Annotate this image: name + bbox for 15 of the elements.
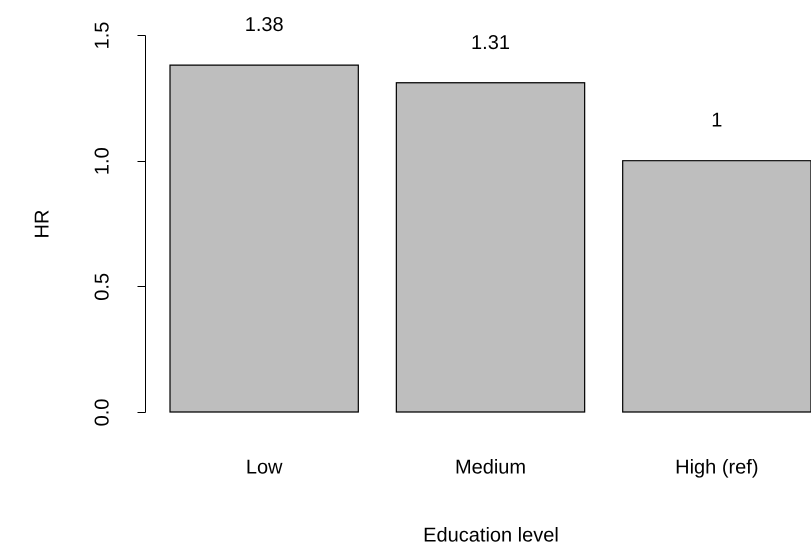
y-tick-label: 0.0	[92, 398, 114, 426]
x-axis-title: Education level	[423, 524, 559, 546]
x-tick-label: Low	[246, 456, 284, 478]
y-tick-label: 1.5	[92, 22, 114, 50]
data-label: 1.38	[244, 14, 284, 36]
bar	[396, 82, 586, 413]
x-tick-label: Medium	[454, 456, 526, 478]
y-axis-title: HR	[32, 210, 54, 238]
y-tick-label: 1.0	[92, 147, 114, 176]
data-label: 1	[711, 110, 722, 132]
data-label: 1.31	[471, 32, 510, 54]
bar	[622, 160, 811, 413]
bar	[169, 64, 359, 413]
x-tick-label: High (ref)	[675, 456, 759, 478]
y-tick-label: 0.5	[92, 272, 114, 301]
